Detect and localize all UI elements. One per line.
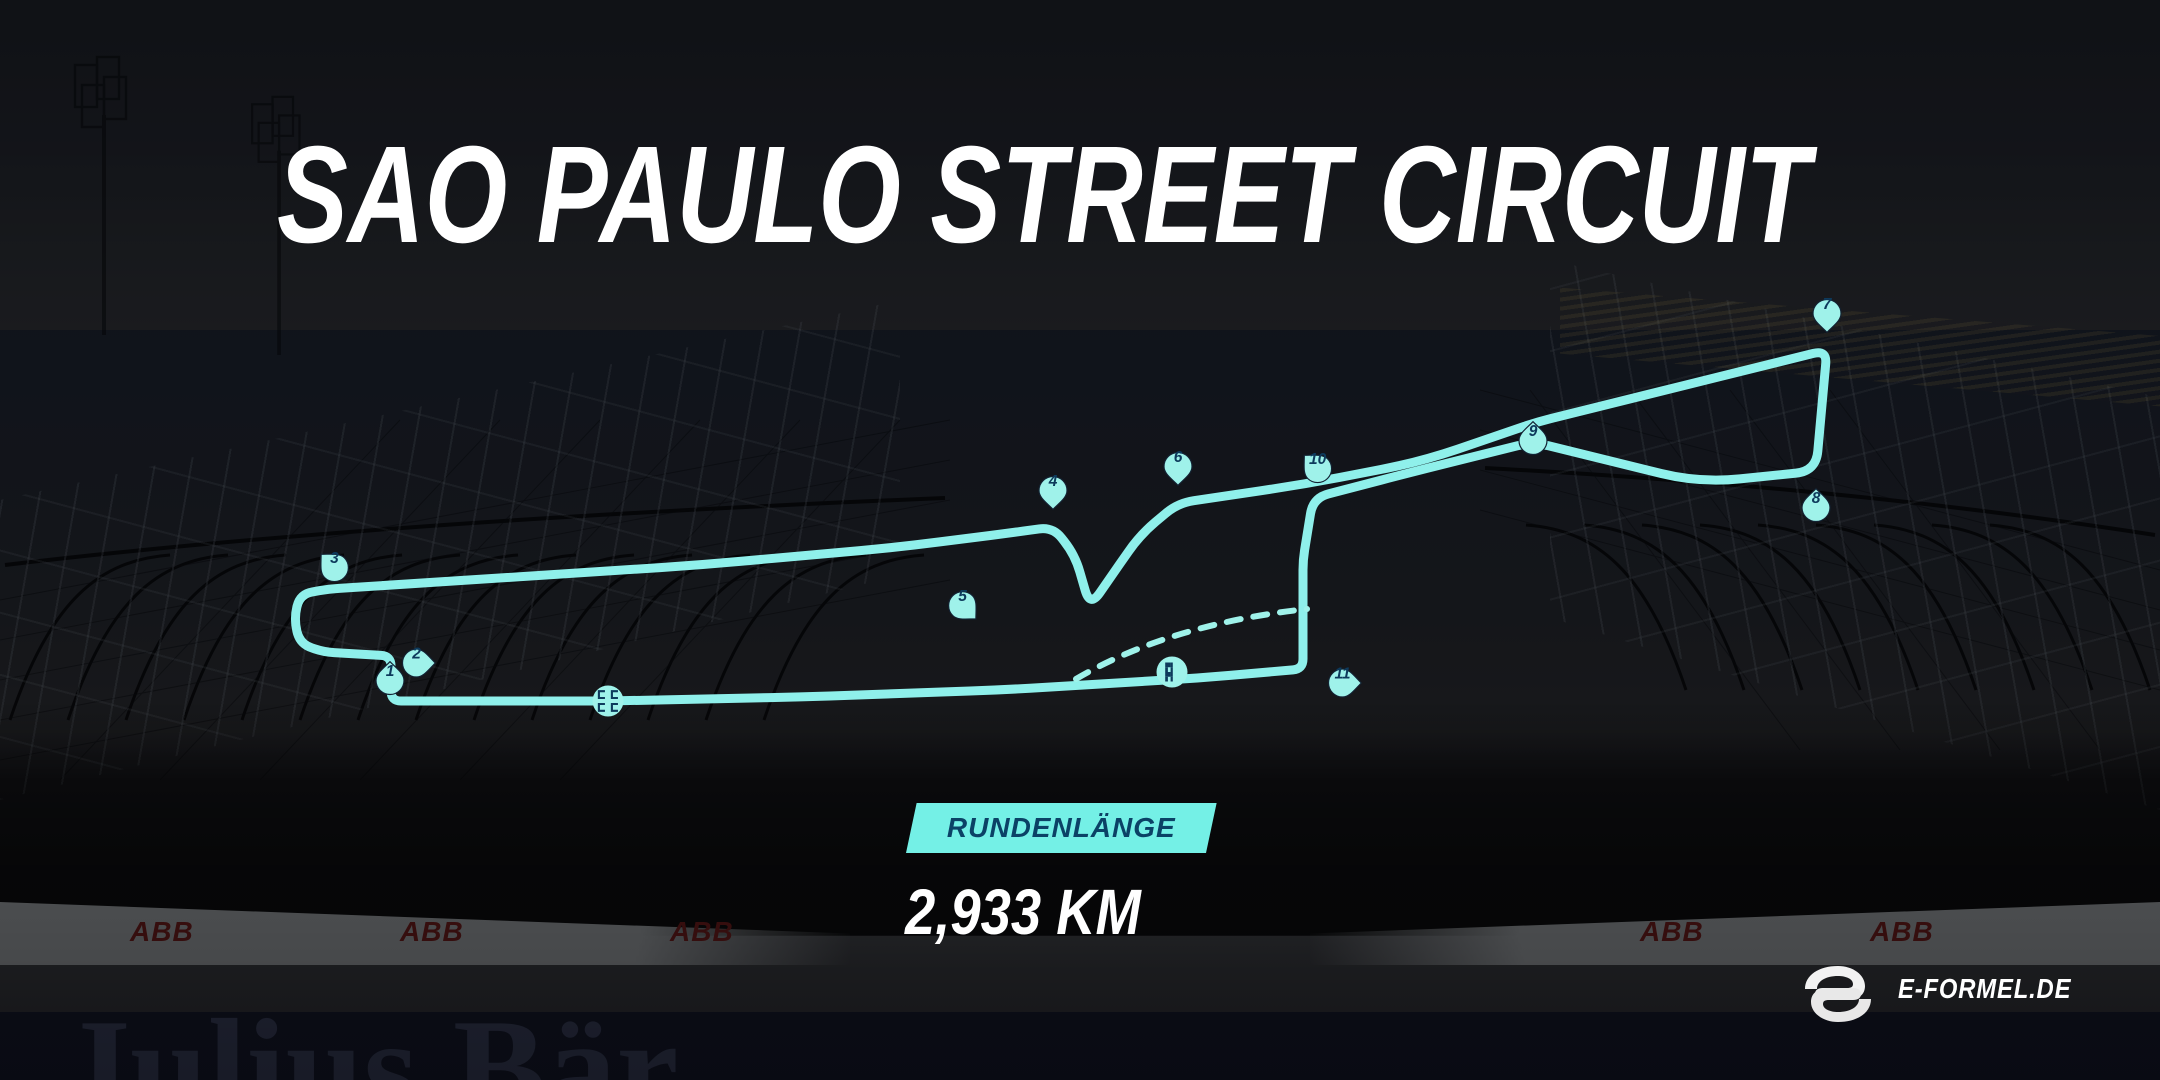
svg-text:2: 2 [411,646,421,663]
svg-text:10: 10 [1309,451,1327,468]
svg-text:11: 11 [1334,666,1350,683]
svg-text:4: 4 [1048,473,1058,490]
svg-text:7: 7 [1823,296,1833,313]
svg-text:1: 1 [386,663,395,680]
svg-text:8: 8 [1812,490,1821,507]
svg-text:3: 3 [330,550,339,567]
svg-text:6: 6 [1174,449,1183,466]
svg-text:5: 5 [958,588,967,605]
svg-text:9: 9 [1529,423,1538,440]
